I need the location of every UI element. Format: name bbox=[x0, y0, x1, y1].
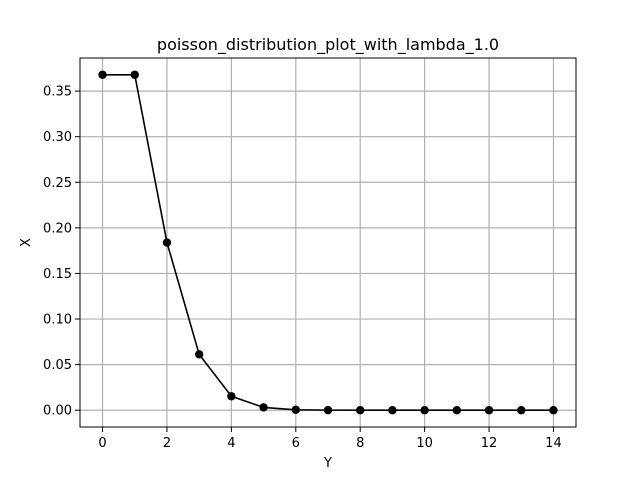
data-point bbox=[130, 70, 139, 79]
data-point bbox=[98, 70, 107, 79]
y-tick-label: 0.15 bbox=[43, 267, 72, 282]
plot-area-frame bbox=[79, 57, 577, 428]
y-tick-label: 0.00 bbox=[43, 404, 72, 419]
y-tick-label: 0.05 bbox=[43, 358, 72, 373]
x-tick-label: 8 bbox=[356, 436, 364, 451]
y-tick-label: 0.10 bbox=[43, 313, 72, 328]
y-tick-label: 0.30 bbox=[43, 130, 72, 145]
data-point bbox=[323, 405, 333, 415]
x-tick-label: 10 bbox=[416, 436, 433, 451]
x-axis-label: Y bbox=[323, 456, 332, 471]
grid-layer bbox=[80, 58, 576, 427]
data-point bbox=[549, 406, 558, 415]
data-point bbox=[162, 238, 172, 247]
data-point bbox=[356, 406, 365, 415]
tick-layer: 0 2 4 6 8 10 12 14 0.00 0.05 0.10 0.15 0.20 0.25 0.30 0… bbox=[43, 85, 562, 451]
x-tick-label: 0 bbox=[98, 436, 106, 451]
data-point bbox=[420, 406, 429, 415]
data-point bbox=[484, 406, 494, 415]
data-point bbox=[227, 392, 236, 401]
y-tick-label: 0.20 bbox=[43, 221, 72, 236]
y-tick-label: 0.35 bbox=[43, 85, 72, 100]
y-tick-label: 0.25 bbox=[43, 176, 72, 191]
y-axis-label: X bbox=[19, 238, 34, 247]
data-point bbox=[291, 405, 300, 414]
x-tick-label: 4 bbox=[227, 436, 235, 451]
x-tick-label: 12 bbox=[481, 436, 498, 451]
x-tick-label: 2 bbox=[163, 436, 171, 451]
data-point bbox=[259, 403, 268, 412]
x-tick-label: 6 bbox=[292, 436, 300, 451]
x-tick-label: 14 bbox=[545, 436, 562, 451]
data-point bbox=[194, 350, 204, 359]
data-point bbox=[388, 406, 397, 415]
data-point bbox=[452, 406, 462, 415]
series-layer bbox=[98, 70, 558, 415]
data-point bbox=[517, 406, 526, 415]
chart-title: poisson_distribution_plot_with_lambda_1.… bbox=[157, 35, 499, 55]
